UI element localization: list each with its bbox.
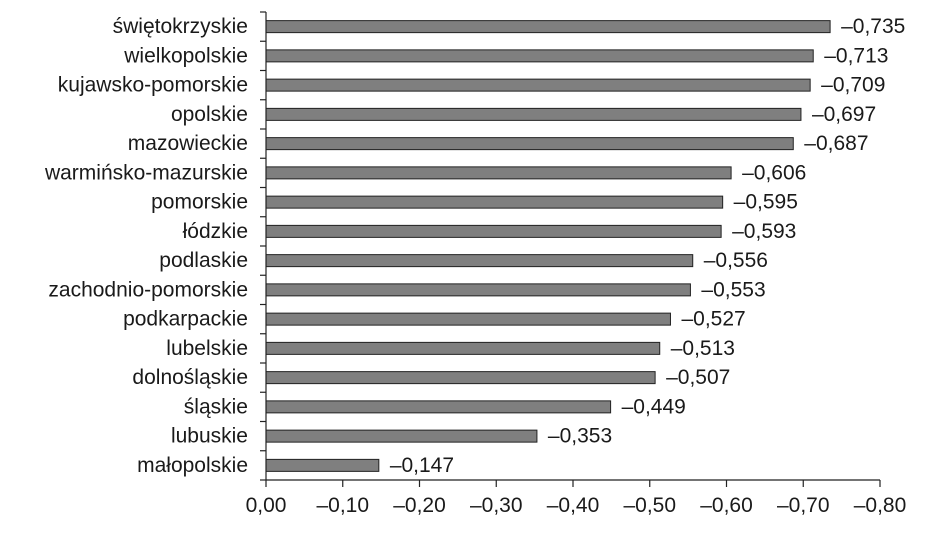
bar <box>265 195 724 209</box>
data-label: –0,353 <box>548 425 612 448</box>
category-label: śląskie <box>184 395 248 418</box>
data-label: –0,735 <box>841 15 905 38</box>
x-tick-label: –0,50 <box>623 494 676 517</box>
category-label: pomorskie <box>151 191 248 214</box>
bar <box>265 224 722 238</box>
category-label: świętokrzyskie <box>113 15 248 38</box>
bar <box>265 254 694 268</box>
x-tick-label: –0,60 <box>700 494 753 517</box>
category-label: małopolskie <box>137 454 248 477</box>
bar <box>265 20 831 34</box>
bar <box>265 458 380 472</box>
x-tick-label: –0,80 <box>854 494 907 517</box>
data-label: –0,513 <box>671 337 735 360</box>
bar <box>265 400 612 414</box>
bar <box>265 107 802 121</box>
x-axis-tick-labels: 0,00 –0,10 –0,20 –0,30 –0,40 –0,50 –0,60 –0,70 –… <box>246 494 907 517</box>
data-label: –0,147 <box>390 454 454 477</box>
data-label: –0,595 <box>734 191 798 214</box>
x-tick-label: –0,30 <box>470 494 523 517</box>
category-label: lubelskie <box>166 337 248 360</box>
x-tick-label: 0,00 <box>246 494 287 517</box>
category-label: wielkopolskie <box>123 44 248 67</box>
data-labels: –0,735 –0,713 –0,709 –0,697 –0,687 –0,606 –0,5… <box>390 15 906 477</box>
x-tick-label: –0,40 <box>547 494 600 517</box>
data-label: –0,553 <box>701 278 765 301</box>
bar <box>265 283 691 297</box>
data-label: –0,713 <box>824 44 888 67</box>
bar <box>265 166 732 180</box>
bar <box>265 312 671 326</box>
category-label: warmińsko-mazurskie <box>44 161 248 184</box>
x-axis-ticks <box>260 11 881 487</box>
category-label: opolskie <box>171 103 248 126</box>
category-label: podkarpackie <box>123 308 248 331</box>
category-label: mazowieckie <box>128 132 248 155</box>
bar <box>265 78 811 92</box>
category-label: dolnośląskie <box>132 366 248 389</box>
category-label: kujawsko-pomorskie <box>58 74 248 97</box>
x-tick-label: –0,20 <box>393 494 446 517</box>
data-label: –0,687 <box>804 132 868 155</box>
data-label: –0,556 <box>704 249 768 272</box>
data-label: –0,593 <box>732 220 796 243</box>
category-label: łódzkie <box>183 220 248 243</box>
x-tick-label: –0,70 <box>777 494 830 517</box>
data-label: –0,449 <box>622 395 686 418</box>
data-label: –0,697 <box>812 103 876 126</box>
data-label: –0,606 <box>742 161 806 184</box>
data-label: –0,507 <box>666 366 730 389</box>
bar <box>265 49 814 63</box>
category-label: podlaskie <box>159 249 248 272</box>
bar <box>265 341 661 355</box>
category-label: zachodnio-pomorskie <box>48 278 248 301</box>
x-tick-label: –0,10 <box>316 494 369 517</box>
category-labels: świętokrzyskie wielkopolskie kujawsko-pomo… <box>44 15 248 477</box>
category-label: lubuskie <box>171 425 248 448</box>
data-label: –0,527 <box>681 308 745 331</box>
bar <box>265 371 656 385</box>
bar <box>265 429 538 443</box>
bars <box>265 20 831 472</box>
data-label: –0,709 <box>821 74 885 97</box>
bar <box>265 137 794 151</box>
